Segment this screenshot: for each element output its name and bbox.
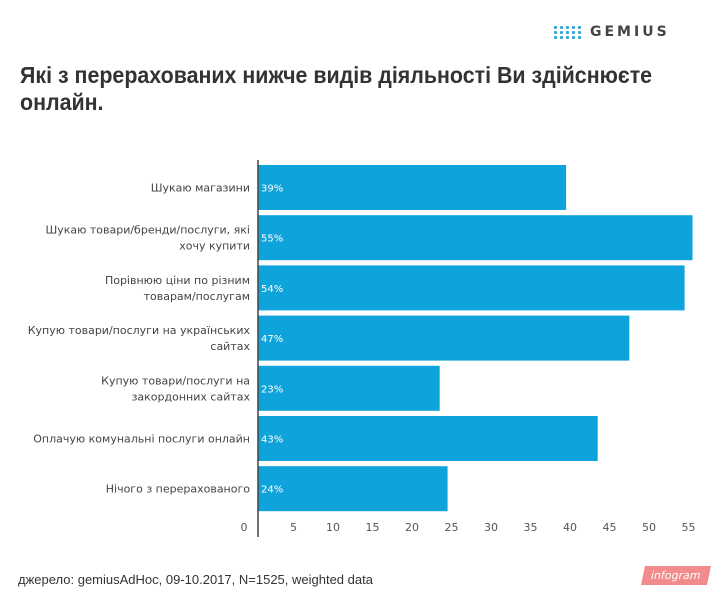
bar <box>258 416 598 461</box>
category-label: Купую товари/послуги на українських <box>28 324 251 337</box>
bar <box>258 215 693 261</box>
bar <box>258 315 630 361</box>
x-tick-label: 35 <box>524 521 538 534</box>
x-tick-label: 50 <box>642 521 656 534</box>
bar-value-label: 55% <box>261 234 283 245</box>
x-tick-label: 40 <box>563 521 577 534</box>
x-tick-label: 30 <box>484 521 498 534</box>
category-label: закордонних сайтах <box>132 390 251 403</box>
category-label: Шукаю товари/бренди/послуги, які <box>45 224 250 237</box>
x-tick-label: 10 <box>326 521 340 534</box>
infogram-badge[interactable]: infogram <box>640 566 711 585</box>
bar-value-label: 24% <box>261 485 283 496</box>
gemius-logo: GEMIUS <box>554 24 670 40</box>
bar-value-label: 23% <box>261 384 283 395</box>
bar-chart: 39% Шукаю магазини 55% Шукаю товари/бренди/… <box>28 160 696 537</box>
logo-dots-icon <box>554 25 582 39</box>
category-label: Шукаю магазини <box>151 182 250 195</box>
x-tick-label: 0 <box>241 521 248 534</box>
x-tick-label: 55 <box>682 521 696 534</box>
bar <box>258 365 440 411</box>
category-label: товарам/послугам <box>144 290 250 303</box>
x-tick-label: 45 <box>603 521 617 534</box>
category-label: Порівнюю ціни по різним <box>105 274 250 287</box>
category-label: Купую товари/послуги на <box>101 374 250 387</box>
bar <box>258 165 567 210</box>
bar-value-label: 47% <box>261 334 283 345</box>
x-tick-label: 5 <box>290 521 297 534</box>
category-label: Оплачую комунальні послуги онлайн <box>33 433 250 446</box>
category-label: хочу купити <box>179 240 250 253</box>
bar <box>258 466 448 512</box>
source-note: джерело: gemiusAdHoc, 09-10.2017, N=1525… <box>18 572 373 587</box>
bar-value-label: 43% <box>261 435 283 446</box>
bar-value-label: 39% <box>261 184 283 195</box>
x-tick-label: 25 <box>445 521 459 534</box>
infogram-label: infogram <box>649 569 702 582</box>
logo-text: GEMIUS <box>590 24 670 40</box>
bar <box>258 265 685 311</box>
category-label: Нічого з перерахованого <box>106 483 251 496</box>
bar-value-label: 54% <box>261 284 283 295</box>
category-label: сайтах <box>210 340 250 353</box>
x-tick-label: 20 <box>405 521 419 534</box>
chart-title: Які з перерахованих нижче видів діяльнос… <box>20 62 653 115</box>
x-tick-label: 15 <box>366 521 380 534</box>
